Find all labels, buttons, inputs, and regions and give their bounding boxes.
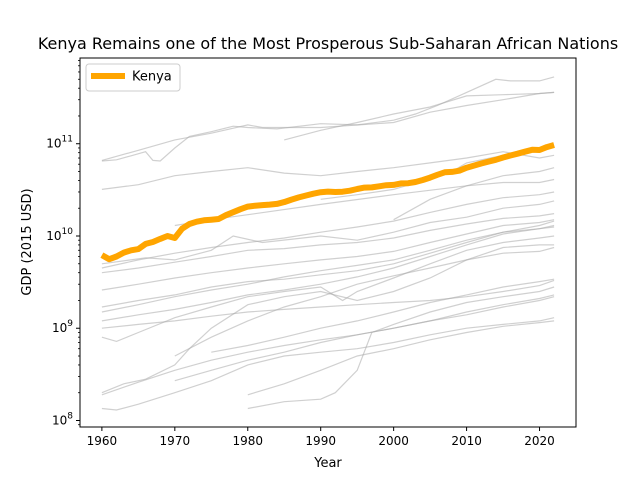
background-country-line-3: [284, 91, 555, 141]
background-country-line-16: [101, 244, 555, 394]
background-country-line-19: [247, 320, 555, 396]
x-tick-label: 2000: [378, 434, 409, 448]
x-tick-label: 2020: [524, 434, 555, 448]
background-country-line-22: [101, 224, 555, 313]
background-country-line-13: [101, 226, 555, 322]
x-tick-label: 1960: [87, 434, 118, 448]
x-axis-label: Year: [313, 456, 342, 471]
background-country-line-11: [101, 219, 555, 291]
legend-box: [85, 63, 181, 92]
plot-frame: [79, 57, 577, 428]
background-country-line-4: [101, 151, 555, 190]
kenya-series-line: [100, 142, 555, 263]
x-tick-label: 2010: [451, 434, 482, 448]
legend: Kenya: [85, 63, 181, 92]
x-tick-label: 1990: [305, 434, 336, 448]
legend-label-kenya: Kenya: [132, 70, 172, 85]
y-axis-label: GDP (2015 USD): [20, 188, 35, 295]
background-country-line-24: [174, 246, 555, 357]
background-country-line-8: [101, 191, 555, 269]
background-country-line-10: [101, 213, 555, 274]
background-country-line-2: [101, 91, 555, 161]
background-country-line-18: [101, 294, 555, 396]
x-axis: 1960 1970 1980 1990 2000 2010 2020: [87, 427, 555, 448]
x-tick-label: 1970: [160, 434, 191, 448]
chart-title: Kenya Remains one of the Most Prosperous…: [38, 34, 618, 53]
background-country-line-9: [101, 200, 555, 265]
background-country-line-23: [174, 296, 555, 382]
background-country-line-15: [101, 279, 555, 329]
background-country-line-21: [211, 278, 555, 353]
x-tick-label: 1980: [232, 434, 263, 448]
background-country-line-6: [393, 167, 555, 221]
background-country-line-20: [247, 286, 555, 410]
series-layer: [100, 76, 555, 411]
background-country-line-1: [101, 76, 555, 162]
background-country-line-17: [101, 317, 555, 411]
